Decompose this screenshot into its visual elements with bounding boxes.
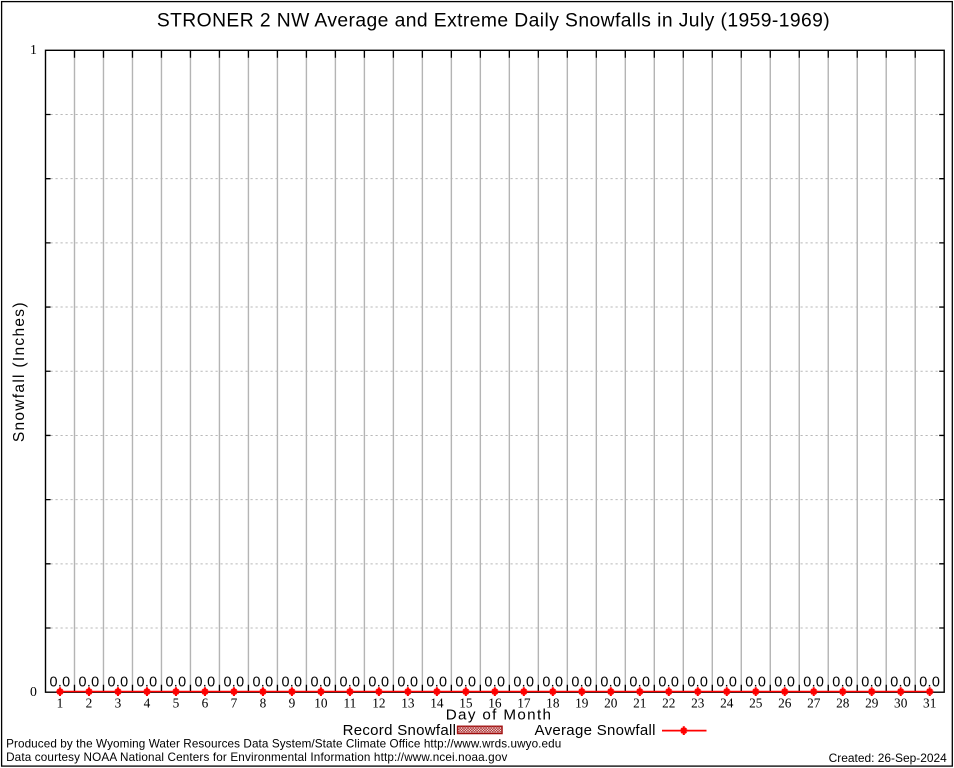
svg-text:10: 10: [314, 695, 328, 710]
svg-text:1: 1: [57, 695, 64, 710]
svg-text:1: 1: [30, 42, 37, 57]
svg-text:0.0: 0.0: [223, 675, 244, 691]
svg-text:0.0: 0.0: [368, 675, 389, 691]
svg-text:4: 4: [144, 695, 151, 710]
svg-text:0.0: 0.0: [600, 675, 621, 691]
svg-text:STRONER 2 NW Average and Extre: STRONER 2 NW Average and Extreme Daily S…: [157, 11, 830, 32]
svg-text:0.0: 0.0: [571, 675, 592, 691]
svg-text:6: 6: [202, 695, 209, 710]
svg-text:7: 7: [231, 695, 238, 710]
svg-text:0.0: 0.0: [281, 675, 302, 691]
svg-text:0.0: 0.0: [542, 675, 563, 691]
svg-text:22: 22: [662, 695, 675, 710]
svg-text:0.0: 0.0: [166, 675, 187, 691]
svg-text:18: 18: [546, 695, 560, 710]
svg-text:Snowfall (Inches): Snowfall (Inches): [11, 301, 28, 442]
svg-text:3: 3: [115, 695, 122, 710]
svg-text:0.0: 0.0: [484, 675, 505, 691]
svg-text:9: 9: [289, 695, 296, 710]
svg-text:11: 11: [343, 695, 356, 710]
svg-text:0.0: 0.0: [745, 675, 766, 691]
svg-text:8: 8: [260, 695, 267, 710]
svg-text:21: 21: [633, 695, 646, 710]
svg-text:0.0: 0.0: [426, 675, 447, 691]
svg-text:Produced by the Wyoming Water: Produced by the Wyoming Water Resources …: [6, 737, 561, 750]
svg-text:0: 0: [30, 684, 37, 699]
svg-text:25: 25: [749, 695, 763, 710]
svg-text:0.0: 0.0: [397, 675, 418, 691]
svg-text:Created: 26-Sep-2024: Created: 26-Sep-2024: [829, 751, 947, 765]
svg-text:13: 13: [401, 695, 415, 710]
svg-text:30: 30: [894, 695, 908, 710]
svg-text:0.0: 0.0: [687, 675, 708, 691]
svg-text:Data courtesy NOAA National Ce: Data courtesy NOAA National Centers for …: [6, 751, 507, 764]
svg-text:0.0: 0.0: [803, 675, 824, 691]
svg-text:Record Snowfall: Record Snowfall: [343, 722, 457, 739]
svg-text:0.0: 0.0: [194, 675, 215, 691]
svg-text:0.0: 0.0: [339, 675, 360, 691]
svg-text:0.0: 0.0: [513, 675, 534, 691]
svg-text:17: 17: [517, 695, 531, 710]
svg-text:28: 28: [836, 695, 850, 710]
svg-text:0.0: 0.0: [716, 675, 737, 691]
svg-text:Day of Month: Day of Month: [446, 706, 553, 723]
svg-text:26: 26: [778, 695, 792, 710]
svg-text:19: 19: [575, 695, 589, 710]
svg-text:15: 15: [459, 695, 473, 710]
svg-text:14: 14: [430, 695, 444, 710]
svg-text:16: 16: [488, 695, 502, 710]
svg-text:0.0: 0.0: [919, 675, 940, 691]
svg-text:0.0: 0.0: [79, 675, 100, 691]
svg-text:0.0: 0.0: [861, 675, 882, 691]
svg-text:0.0: 0.0: [832, 675, 853, 691]
svg-text:0.0: 0.0: [455, 675, 476, 691]
svg-text:31: 31: [923, 695, 936, 710]
svg-text:0.0: 0.0: [629, 675, 650, 691]
svg-text:20: 20: [604, 695, 618, 710]
svg-text:27: 27: [807, 695, 821, 710]
svg-text:2: 2: [86, 695, 93, 710]
svg-text:0.0: 0.0: [774, 675, 795, 691]
svg-text:29: 29: [865, 695, 879, 710]
svg-text:0.0: 0.0: [137, 675, 158, 691]
svg-text:0.0: 0.0: [890, 675, 911, 691]
svg-text:12: 12: [372, 695, 385, 710]
svg-text:Average Snowfall: Average Snowfall: [535, 722, 656, 739]
svg-text:0.0: 0.0: [310, 675, 331, 691]
svg-text:0.0: 0.0: [658, 675, 679, 691]
svg-text:0.0: 0.0: [252, 675, 273, 691]
svg-text:5: 5: [173, 695, 180, 710]
svg-text:0.0: 0.0: [108, 675, 129, 691]
svg-text:23: 23: [691, 695, 705, 710]
svg-text:24: 24: [720, 695, 734, 710]
svg-text:0.0: 0.0: [50, 675, 71, 691]
